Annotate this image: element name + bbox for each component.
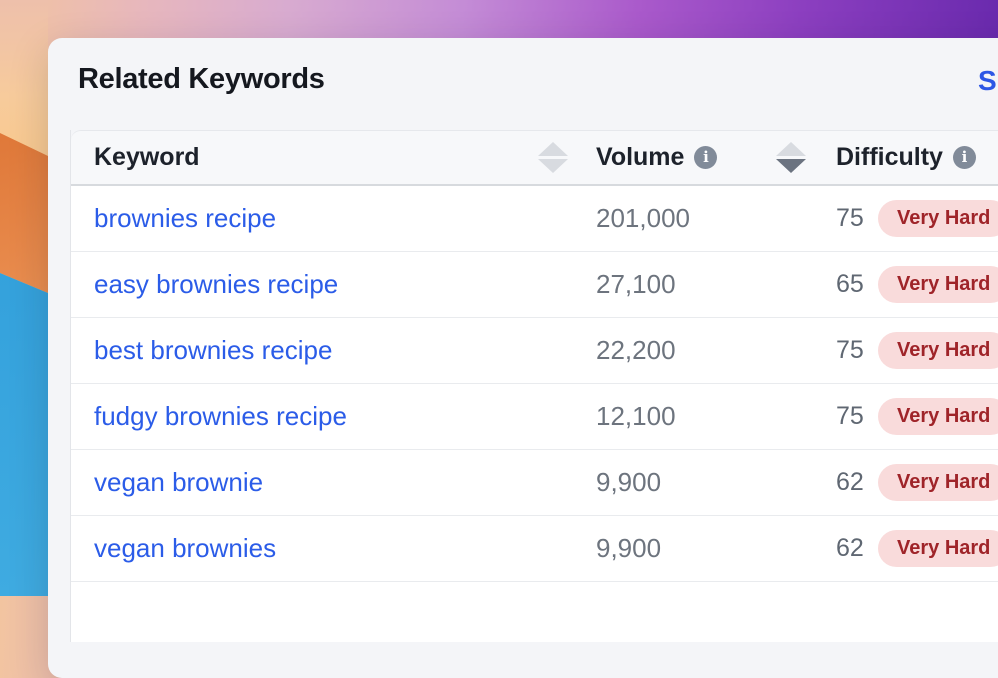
difficulty-badge: Very Hard: [878, 398, 998, 435]
sort-down-arrow-icon: [776, 159, 806, 173]
wallpaper-blue-shape: [0, 273, 48, 596]
keyword-cell: brownies recipe: [71, 186, 578, 251]
difficulty-value: 62: [836, 534, 864, 562]
table-row: best brownies recipe 22,200 75 Very Hard: [71, 318, 998, 384]
difficulty-badge: Very Hard: [878, 332, 998, 369]
keyword-link[interactable]: brownies recipe: [94, 203, 277, 233]
see-all-link[interactable]: S: [978, 65, 997, 96]
table-row: vegan brownies 9,900 62 Very Hard: [71, 516, 998, 582]
volume-column-label: Volume: [596, 143, 685, 171]
sort-icon-keyword[interactable]: [538, 142, 568, 173]
difficulty-value: 62: [836, 468, 864, 496]
difficulty-cell: 62 Very Hard: [818, 450, 998, 515]
difficulty-badge: Very Hard: [878, 266, 998, 303]
difficulty-value: 75: [836, 336, 864, 364]
difficulty-column-label: Difficulty: [836, 143, 943, 171]
column-header-difficulty: Difficulty i: [818, 131, 998, 184]
difficulty-cell: 75 Very Hard: [818, 384, 998, 449]
difficulty-cell: 62 Very Hard: [818, 516, 998, 581]
table-row: fudgy brownies recipe 12,100 75 Very Har…: [71, 384, 998, 450]
difficulty-badge: Very Hard: [878, 464, 998, 501]
difficulty-badge: Very Hard: [878, 200, 998, 237]
difficulty-cell: 65 Very Hard: [818, 252, 998, 317]
volume-cell: 12,100: [596, 401, 676, 431]
related-keywords-card: Related Keywords S Keyword Volume i: [48, 38, 998, 678]
volume-cell: 9,900: [596, 533, 662, 563]
keyword-link[interactable]: vegan brownie: [94, 467, 264, 497]
difficulty-value: 65: [836, 270, 864, 298]
difficulty-cell: 75 Very Hard: [818, 318, 998, 383]
sort-icon-volume[interactable]: [776, 142, 806, 173]
volume-cell: 22,200: [596, 335, 676, 365]
volume-cell: 9,900: [596, 467, 662, 497]
wallpaper-orange-shape: [0, 133, 48, 293]
table-row: brownies recipe 201,000 75 Very Hard: [71, 186, 998, 252]
table-row: easy brownies recipe 27,100 65 Very Hard: [71, 252, 998, 318]
keyword-link[interactable]: vegan brownies: [94, 533, 277, 563]
volume-cell: 27,100: [596, 269, 676, 299]
difficulty-value: 75: [836, 402, 864, 430]
column-header-keyword[interactable]: Keyword: [71, 131, 578, 184]
difficulty-badge: Very Hard: [878, 530, 998, 567]
keyword-cell: best brownies recipe: [71, 318, 578, 383]
table-body: brownies recipe 201,000 75 Very Hard eas…: [71, 186, 998, 642]
table-row-partial: [71, 582, 998, 642]
difficulty-info-icon[interactable]: i: [952, 146, 976, 169]
keyword-cell: vegan brownie: [71, 450, 578, 515]
difficulty-value: 75: [836, 204, 864, 232]
keyword-column-label: Keyword: [94, 143, 200, 171]
keyword-link[interactable]: easy brownies recipe: [94, 269, 339, 299]
sort-up-arrow-icon: [776, 142, 806, 156]
keyword-link[interactable]: best brownies recipe: [94, 335, 333, 365]
table-row: vegan brownie 9,900 62 Very Hard: [71, 450, 998, 516]
sort-up-arrow-icon: [538, 142, 568, 156]
column-header-volume[interactable]: Volume i: [578, 131, 818, 184]
table-header-row: Keyword Volume i Difficulty i: [71, 130, 998, 186]
keyword-link[interactable]: fudgy brownies recipe: [94, 401, 347, 431]
keyword-cell: easy brownies recipe: [71, 252, 578, 317]
sort-down-arrow-icon: [538, 159, 568, 173]
difficulty-cell: 75 Very Hard: [818, 186, 998, 251]
keyword-cell: fudgy brownies recipe: [71, 384, 578, 449]
volume-info-icon[interactable]: i: [694, 146, 718, 169]
volume-cell: 201,000: [596, 203, 690, 233]
keywords-table: Keyword Volume i Difficulty i: [70, 130, 998, 642]
page-title: Related Keywords: [78, 63, 325, 95]
keyword-cell: vegan brownies: [71, 516, 578, 581]
